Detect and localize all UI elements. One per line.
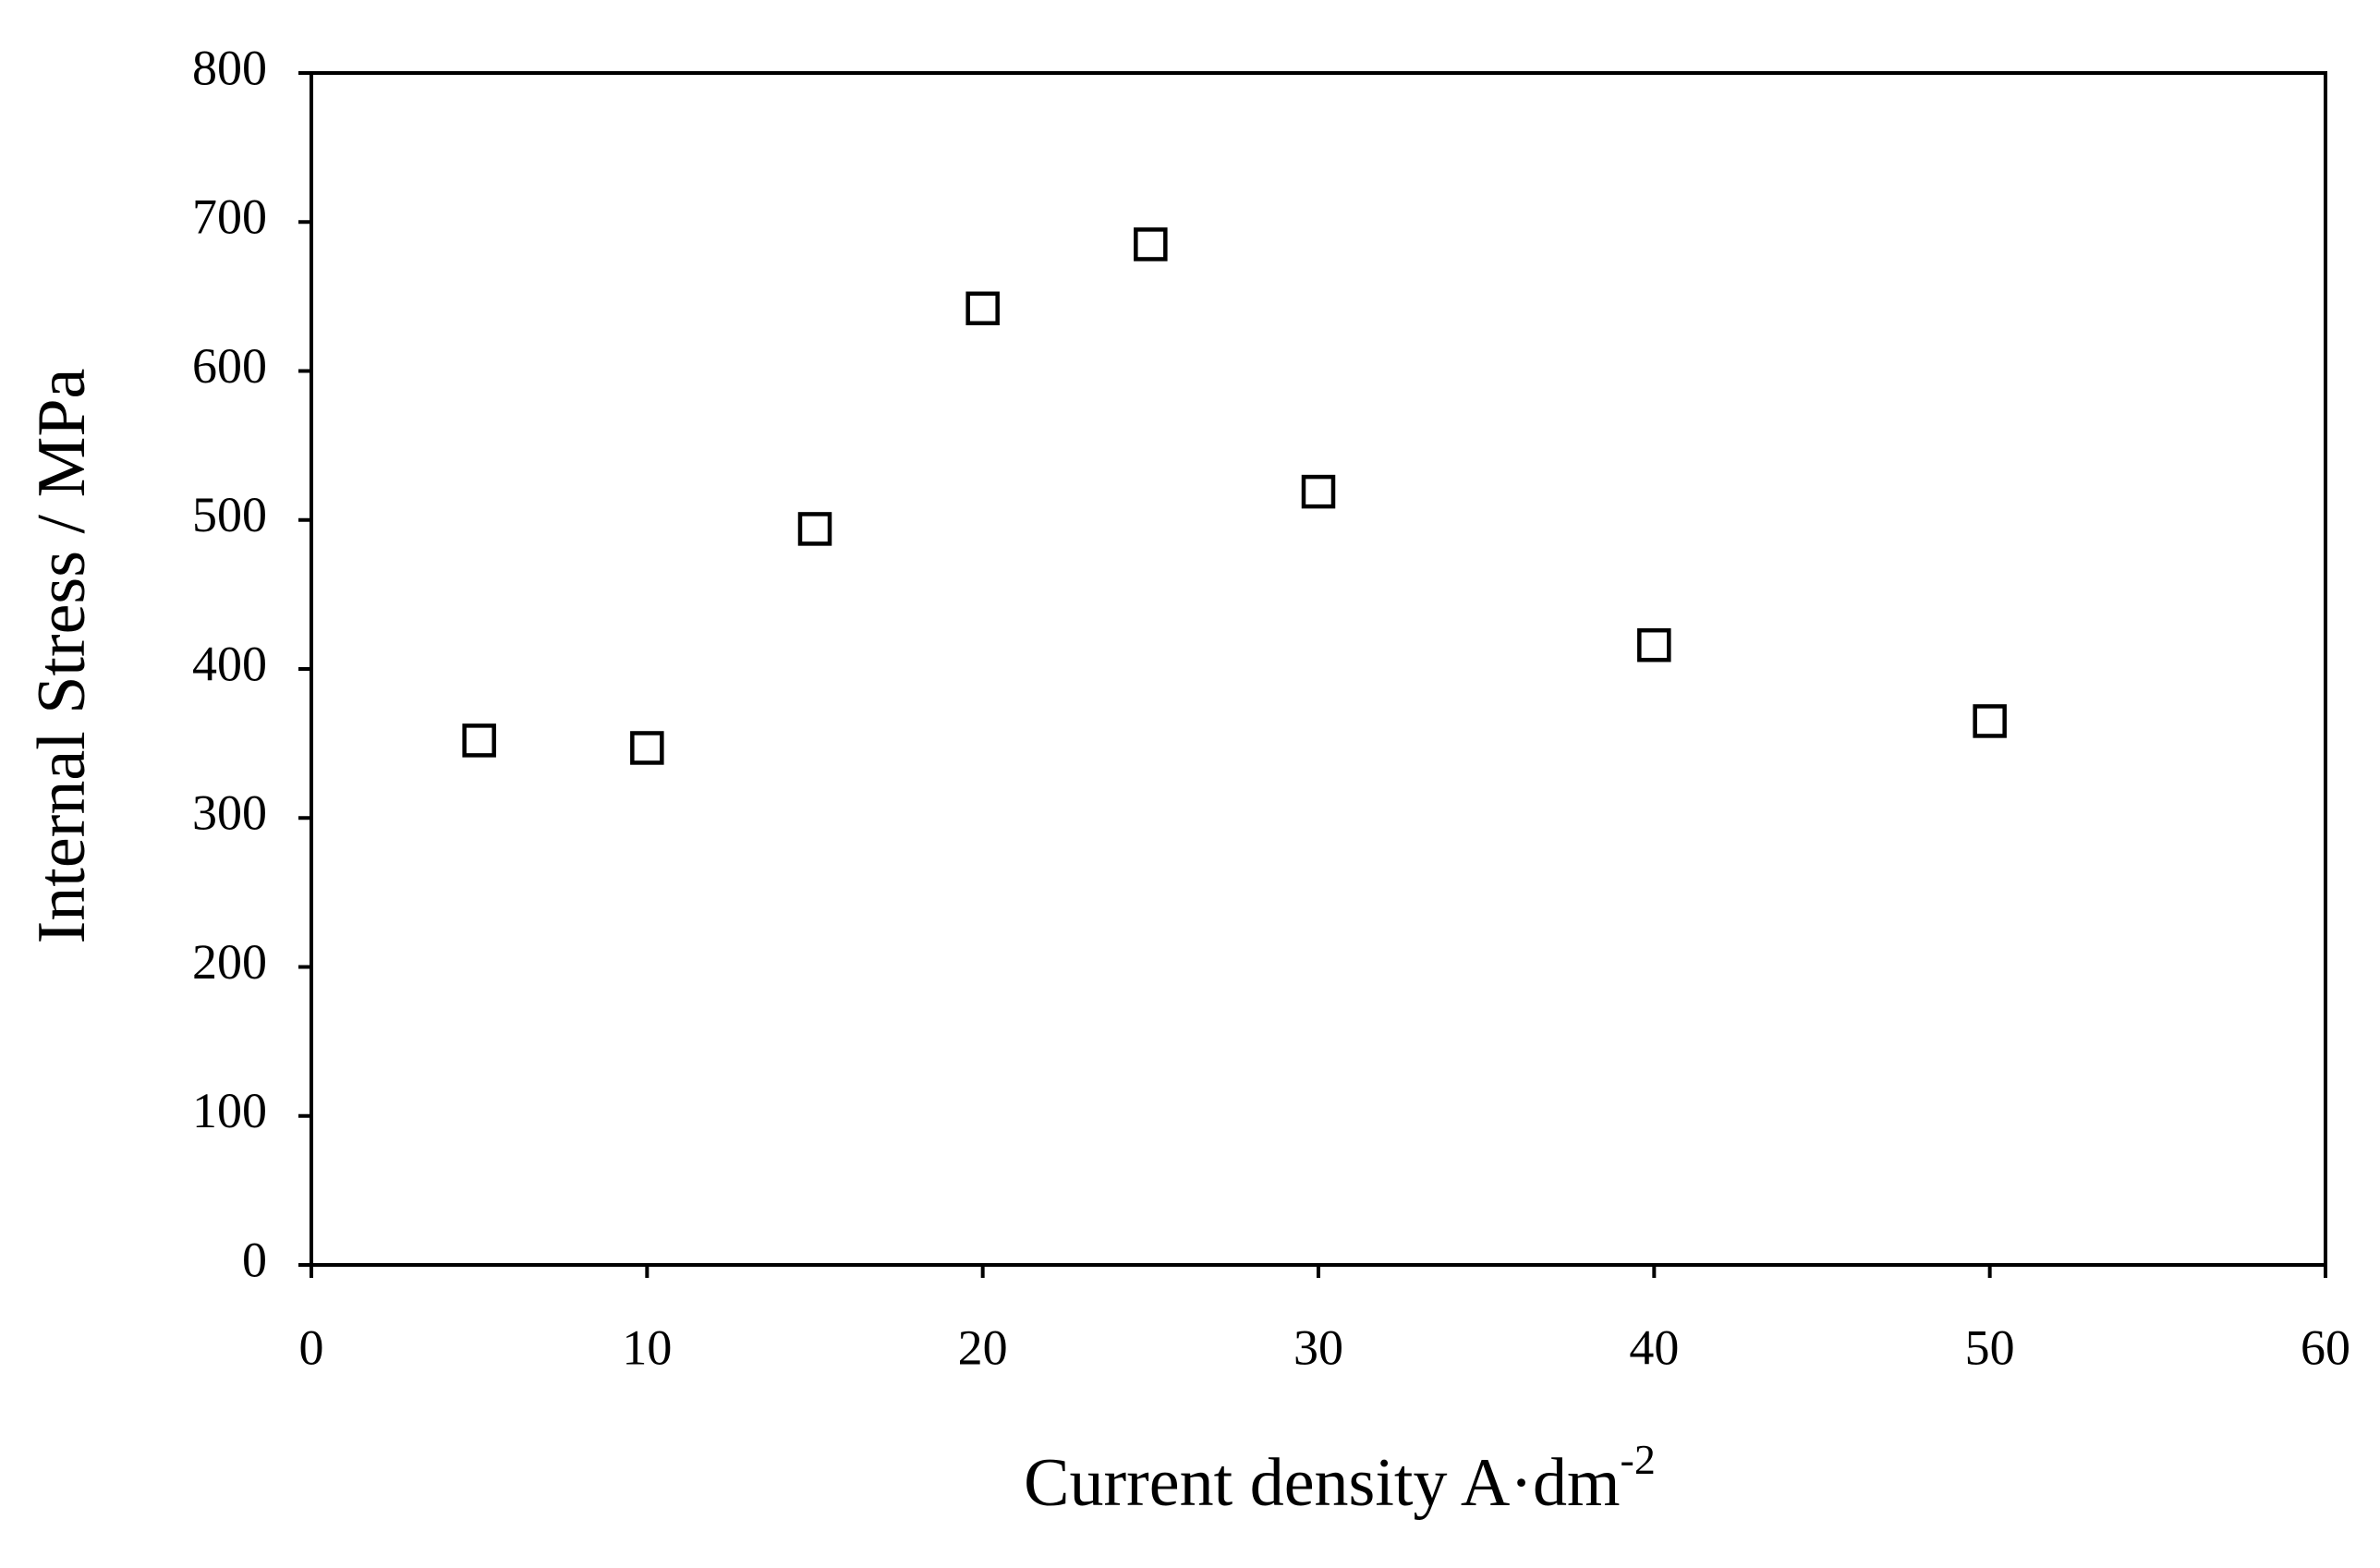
x-tick-label: 60	[2301, 1319, 2350, 1375]
y-tick-label: 400	[192, 636, 267, 691]
x-axis-title-text: Current density A·dm	[1024, 1445, 1620, 1521]
x-tick-label: 50	[1965, 1319, 2015, 1375]
data-point	[1301, 474, 1336, 509]
x-tick-label: 20	[958, 1319, 1008, 1375]
data-point	[1134, 227, 1168, 261]
data-point	[1637, 627, 1671, 662]
data-point	[462, 723, 496, 758]
x-tick-label: 10	[622, 1319, 672, 1375]
y-tick-label: 600	[192, 338, 267, 394]
data-point	[630, 731, 664, 765]
y-tick-label: 100	[192, 1083, 267, 1138]
plot-frame	[310, 71, 2327, 1267]
x-tick-label: 40	[1629, 1319, 1679, 1375]
y-tick-label: 500	[192, 487, 267, 542]
x-axis-title-superscript: -2	[1621, 1436, 1656, 1483]
y-tick-label: 700	[192, 189, 267, 245]
data-point	[797, 512, 832, 546]
y-tick-label: 800	[192, 40, 267, 95]
x-tick-label: 30	[1293, 1319, 1343, 1375]
y-tick-label: 200	[192, 934, 267, 990]
x-tick-label: 0	[299, 1319, 324, 1375]
y-axis-title: Internal Stress / MPa	[24, 369, 100, 944]
x-axis-title: Current density A·dm-2	[1024, 1436, 1656, 1521]
data-point	[1973, 704, 2007, 738]
y-tick-label: 300	[192, 785, 267, 841]
data-point	[965, 291, 1000, 326]
y-tick-label: 0	[242, 1232, 267, 1287]
